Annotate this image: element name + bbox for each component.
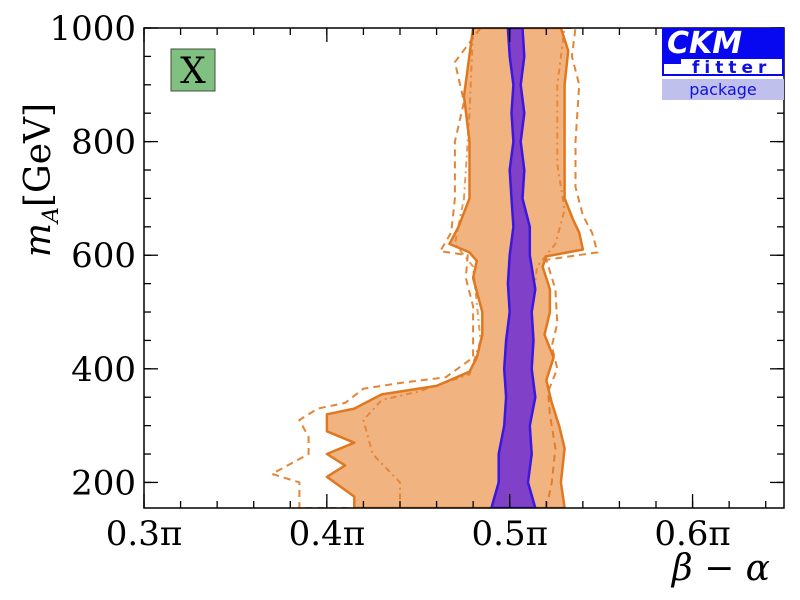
region-blue-filled bbox=[490, 28, 537, 508]
panel-label-text: X bbox=[180, 51, 206, 92]
y-tick-label: 400 bbox=[71, 350, 136, 390]
y-axis-label: mA[GeV] bbox=[18, 103, 64, 257]
x-tick-label: 0.6π bbox=[654, 514, 730, 554]
logo-package-bar bbox=[662, 79, 784, 100]
x-tick-label: 0.4π bbox=[289, 514, 365, 554]
panel-label: X bbox=[170, 48, 216, 92]
y-tick-label: 600 bbox=[71, 236, 136, 276]
plot-frame bbox=[143, 27, 785, 509]
logo-ckm-text: CKM bbox=[667, 26, 742, 61]
logo-fitter-accent bbox=[663, 58, 681, 64]
axis-tick-labels: 0.3π 0.4π 0.5π 0.6π 200 400 600 800 1000 bbox=[49, 9, 730, 554]
y-tick-label: 1000 bbox=[49, 9, 136, 49]
y-tick-label: 200 bbox=[71, 463, 136, 503]
x-tick-label: 0.5π bbox=[472, 514, 548, 554]
ckmfitter-logo: CKM fitter package bbox=[662, 26, 784, 100]
region-orange-dashed bbox=[271, 28, 599, 508]
region-orange-filled bbox=[325, 28, 585, 508]
logo-fitter-box bbox=[662, 57, 784, 76]
panel-label-box bbox=[170, 48, 216, 92]
logo-top-bar bbox=[662, 28, 784, 58]
contour-regions bbox=[271, 28, 599, 508]
y-tick-label: 800 bbox=[71, 123, 136, 163]
x-tick-label: 0.3π bbox=[106, 514, 182, 554]
logo-fitter-text: fitter bbox=[692, 58, 771, 78]
x-axis-label: β − α bbox=[670, 548, 770, 589]
logo-package-text: package bbox=[689, 80, 757, 99]
